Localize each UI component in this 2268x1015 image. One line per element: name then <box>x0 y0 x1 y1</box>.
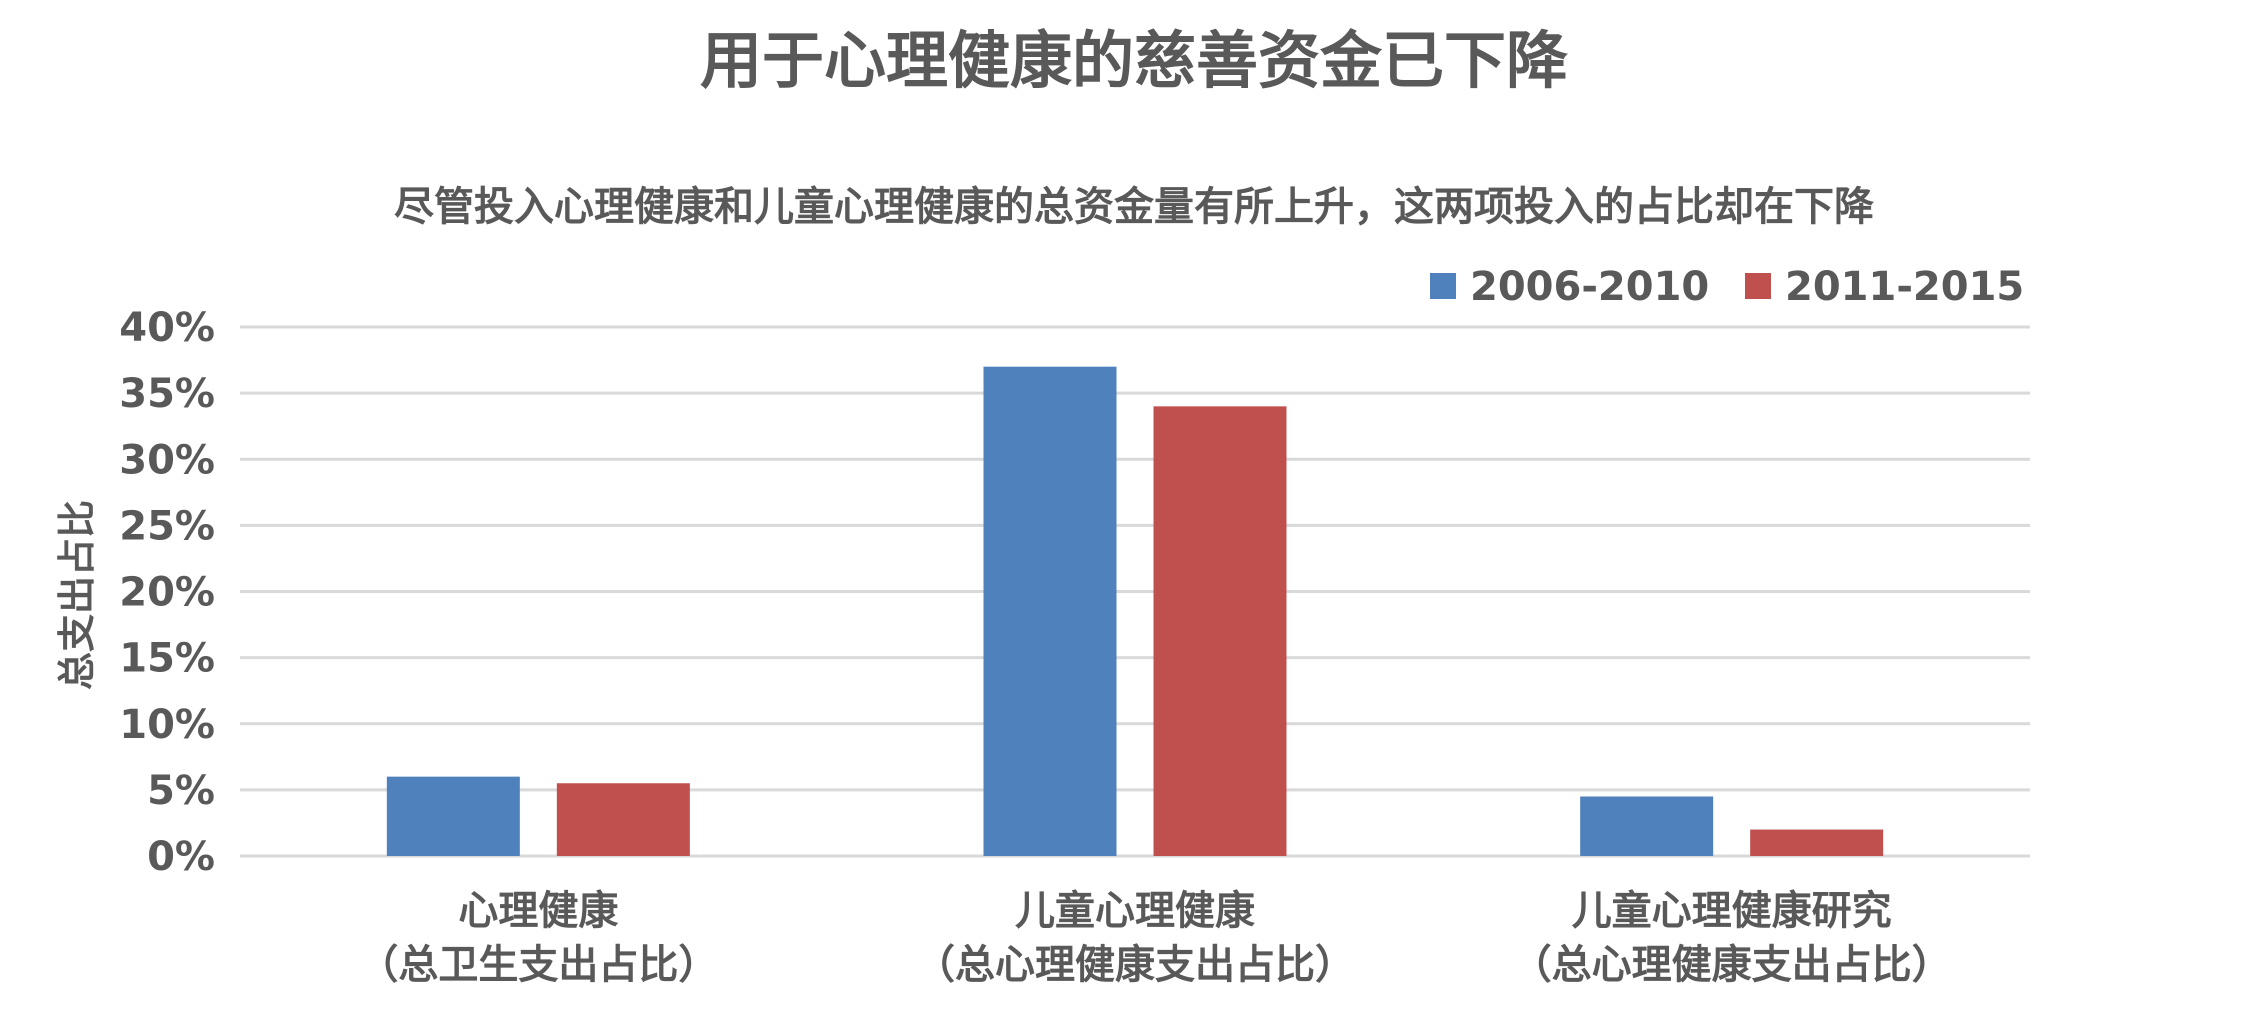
bar-2011-2015-1 <box>1153 406 1287 856</box>
x-category-label: （总心理健康支出占比） <box>915 942 1355 988</box>
legend-swatch <box>1745 273 1771 299</box>
x-category-label: 儿童心理健康 <box>1015 888 1255 934</box>
y-tick-label: 25% <box>119 503 215 549</box>
y-tick-label: 15% <box>119 636 215 682</box>
y-tick-label: 40% <box>119 305 215 351</box>
x-category-label: 儿童心理健康研究 <box>1572 888 1892 934</box>
y-tick-label: 5% <box>147 768 215 814</box>
legend-label: 2006-2010 <box>1470 264 1709 310</box>
y-tick-label: 30% <box>119 437 215 483</box>
x-axis-categories: 心理健康 （总卫生支出占比） 儿童心理健康 （总心理健康支出占比） 儿童心理健康研究 （总… <box>358 888 1951 988</box>
y-tick-label: 0% <box>147 834 215 880</box>
bar-2011-2015-0 <box>556 783 690 856</box>
chart-title: 用于心理健康的慈善资金已下降 <box>700 24 1568 97</box>
bars <box>386 366 1884 856</box>
x-category-label: 心理健康 <box>458 888 618 934</box>
bar-2006-2010-2 <box>1580 796 1714 856</box>
y-tick-label: 20% <box>119 570 215 616</box>
legend: 2006-2010 2011-2015 <box>1430 264 2024 310</box>
chart-subtitle: 尽管投入心理健康和儿童心理健康的总资金量有所上升，这两项投入的占比却在下降 <box>394 184 1874 230</box>
bar-2006-2010-1 <box>983 366 1117 856</box>
bar-2011-2015-2 <box>1750 829 1884 856</box>
bar-2006-2010-0 <box>386 776 520 856</box>
y-axis-ticks: 0% 5% 10% 15% 20% 25% 30% 35% 40% <box>119 305 215 880</box>
legend-label: 2011-2015 <box>1785 264 2024 310</box>
y-axis-label: 总支出占比 <box>55 500 99 690</box>
legend-swatch <box>1430 273 1456 299</box>
gridlines <box>240 325 2030 858</box>
x-category-label: （总心理健康支出占比） <box>1512 942 1952 988</box>
x-category-label: （总卫生支出占比） <box>358 942 718 988</box>
y-tick-label: 35% <box>119 371 215 417</box>
y-tick-label: 10% <box>119 702 215 748</box>
